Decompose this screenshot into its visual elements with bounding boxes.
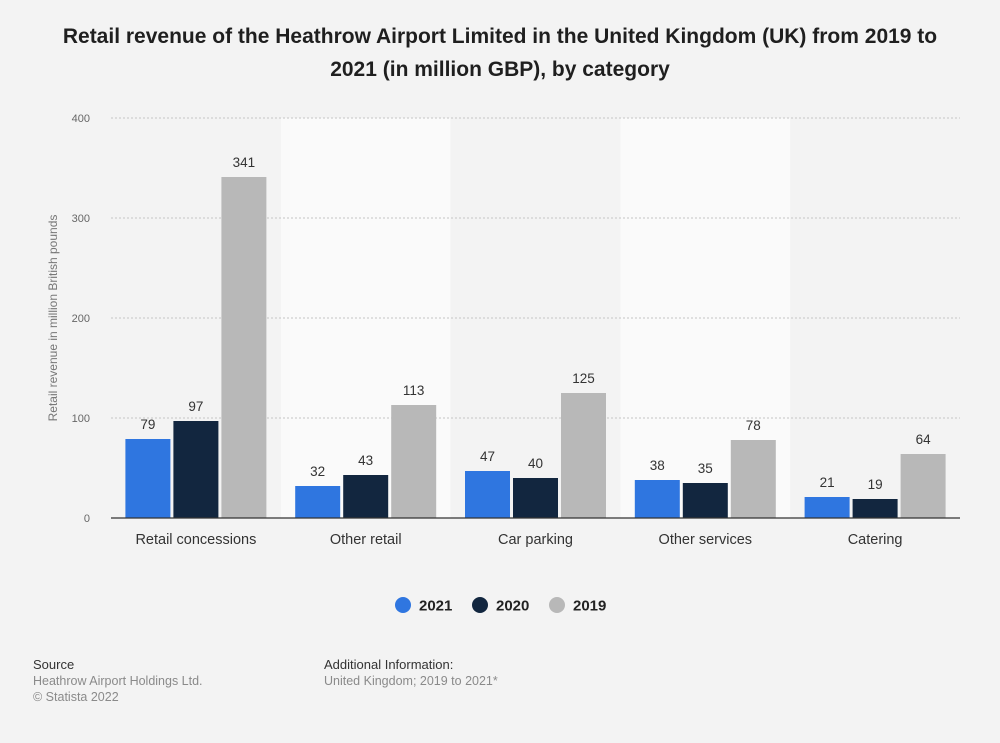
bar [900, 454, 946, 518]
data-label: 19 [868, 477, 883, 492]
data-label: 43 [358, 453, 373, 468]
bar [804, 497, 850, 518]
category-label: Other retail [330, 532, 402, 548]
bar [682, 483, 728, 518]
data-label: 113 [403, 383, 425, 398]
data-label: 78 [746, 418, 761, 433]
data-label: 40 [528, 456, 543, 471]
category-label: Other services [659, 532, 752, 548]
data-label: 125 [572, 371, 595, 386]
category-label: Car parking [498, 532, 573, 548]
y-tick-label: 200 [72, 313, 90, 325]
y-tick-label: 0 [84, 513, 90, 525]
data-label: 79 [140, 417, 155, 432]
legend-label: 2021 [419, 598, 452, 615]
copyright-line: © Statista 2022 [33, 690, 119, 704]
category-label: Retail concessions [135, 532, 256, 548]
bar [852, 499, 898, 518]
y-tick-label: 100 [72, 413, 90, 425]
data-label: 64 [916, 432, 932, 447]
bar [295, 486, 341, 518]
legend-marker [472, 597, 488, 613]
data-label: 38 [650, 458, 665, 473]
category-label: Catering [848, 532, 903, 548]
source-line: Heathrow Airport Holdings Ltd. [33, 674, 203, 688]
bar [634, 480, 680, 518]
legend-marker [395, 597, 411, 613]
source-heading: Source [33, 657, 75, 672]
y-tick-label: 300 [72, 213, 90, 225]
chart-title: Retail revenue of the Heathrow Airport L… [62, 25, 938, 81]
bar [513, 478, 558, 518]
info-heading: Additional Information: [324, 657, 454, 672]
bar [173, 421, 219, 518]
y-axis-title: Retail revenue in million British pounds [46, 215, 60, 422]
data-label: 341 [233, 155, 256, 170]
info-line: United Kingdom; 2019 to 2021* [324, 674, 498, 688]
data-label: 47 [480, 449, 495, 464]
legend-label: 2020 [496, 598, 529, 615]
bar [221, 177, 267, 518]
bar [561, 393, 606, 518]
data-label: 32 [310, 464, 325, 479]
bar [391, 405, 437, 518]
bar [730, 440, 776, 518]
legend-label: 2019 [573, 598, 606, 615]
data-label: 97 [188, 399, 203, 414]
additional-info-block: Additional Information: United Kingdom; … [324, 657, 498, 689]
bar [125, 439, 171, 518]
bar [465, 471, 510, 518]
bar-chart: 0 100 200 300 400 Retail revenue in million B… [46, 113, 960, 615]
data-label: 21 [820, 475, 835, 490]
source-block: Source Heathrow Airport Holdings Ltd. © … [33, 657, 203, 705]
data-label: 35 [698, 461, 713, 476]
y-tick-label: 400 [72, 113, 90, 125]
legend-marker [549, 597, 565, 613]
bar [343, 475, 389, 518]
